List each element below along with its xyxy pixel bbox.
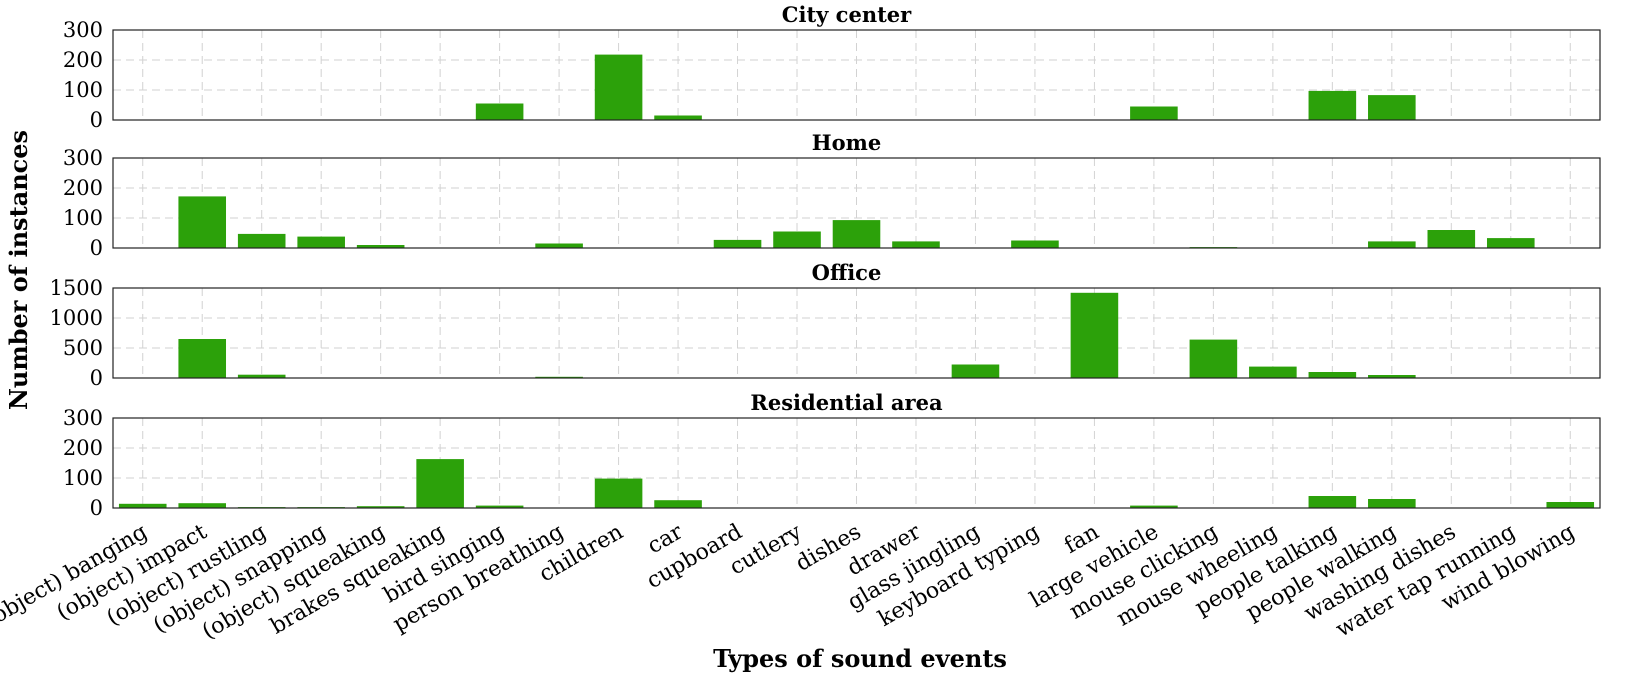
bar-0-8	[594, 54, 643, 120]
bar-1-23	[1486, 238, 1535, 248]
y-tick-label: 500	[63, 336, 103, 360]
y-tick-label: 300	[63, 406, 103, 430]
y-tick-label: 1000	[50, 306, 103, 330]
bar-1-4	[356, 245, 405, 248]
bar-1-12	[832, 220, 881, 248]
bar-2-20	[1308, 372, 1357, 378]
chart-panels: 0 100 200 300 City center 0 100 200 300 Home 0 500 1…	[50, 2, 1601, 520]
bar-1-3	[297, 236, 345, 248]
panel-title: Residential area	[750, 390, 943, 415]
panel-0: 0 100 200 300 City center	[63, 2, 1601, 132]
panel-3: 0 100 200 300 Residential area	[63, 390, 1601, 520]
panel-frame	[112, 287, 1601, 379]
bar-1-11	[773, 231, 821, 248]
panel-frame	[112, 157, 1601, 249]
x-axis-label: Types of sound events	[713, 644, 1007, 673]
bar-2-7	[535, 376, 583, 378]
y-tick-label: 100	[63, 466, 103, 490]
bar-1-21	[1368, 241, 1416, 248]
panel-title: Home	[812, 130, 881, 155]
y-tick-label: 0	[90, 108, 103, 132]
x-tick-labels: (object) banging(object) impact(object) …	[0, 519, 1579, 644]
bar-3-20	[1308, 496, 1357, 508]
bar-0-17	[1130, 106, 1178, 120]
panel-title: Office	[812, 260, 882, 285]
bar-1-1	[178, 196, 227, 248]
bar-3-9	[654, 500, 702, 508]
bar-3-8	[594, 478, 643, 508]
bar-3-17	[1130, 505, 1178, 508]
y-tick-label: 0	[90, 236, 103, 260]
bar-0-9	[654, 115, 702, 120]
bar-2-1	[178, 339, 227, 378]
bar-2-2	[237, 374, 286, 378]
y-tick-label: 1500	[50, 276, 103, 300]
bar-3-1	[178, 503, 227, 508]
bar-1-2	[237, 233, 286, 248]
bar-2-21	[1368, 375, 1416, 378]
bar-1-13	[892, 241, 940, 248]
bar-0-6	[475, 103, 524, 120]
y-tick-label: 200	[63, 436, 103, 460]
y-tick-label: 100	[63, 206, 103, 230]
panel-frame	[112, 29, 1601, 121]
bar-2-14	[951, 364, 1000, 378]
bar-2-18	[1189, 339, 1238, 378]
bar-3-24	[1546, 502, 1595, 508]
y-tick-label: 200	[63, 48, 103, 72]
bar-1-15	[1011, 240, 1059, 248]
bar-0-21	[1368, 95, 1416, 120]
panel-2: 0 500 1000 1500 Office	[50, 260, 1601, 390]
panel-frame	[112, 417, 1601, 509]
bar-3-0	[118, 503, 167, 508]
bar-0-20	[1308, 90, 1357, 120]
bar-1-10	[713, 239, 762, 248]
bar-3-21	[1368, 499, 1416, 508]
bar-2-16	[1070, 292, 1119, 378]
y-tick-label: 0	[90, 366, 103, 390]
bar-3-5	[416, 459, 464, 508]
panel-1: 0 100 200 300 Home	[63, 130, 1601, 260]
bar-2-19	[1249, 366, 1297, 378]
y-axis-label: Number of instances	[4, 130, 33, 410]
y-tick-label: 0	[90, 496, 103, 520]
bar-1-22	[1427, 230, 1476, 248]
bar-3-4	[356, 506, 405, 508]
bar-1-7	[535, 243, 583, 248]
y-tick-label: 300	[63, 18, 103, 42]
y-tick-label: 100	[63, 78, 103, 102]
y-tick-label: 200	[63, 176, 103, 200]
y-tick-label: 300	[63, 146, 103, 170]
panel-title: City center	[782, 2, 912, 27]
bar-3-6	[475, 505, 524, 508]
